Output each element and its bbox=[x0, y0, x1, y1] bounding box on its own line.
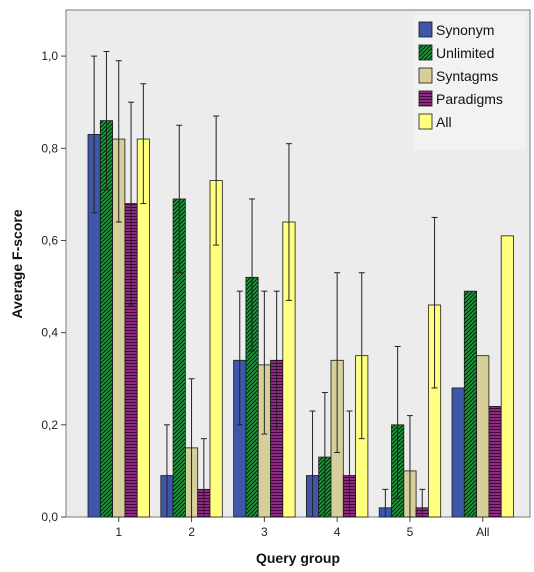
x-tick-label: 4 bbox=[334, 525, 341, 539]
bar-all-all bbox=[500, 235, 514, 518]
bar-paradigms-all bbox=[488, 405, 502, 518]
legend-label-all: All bbox=[436, 114, 452, 130]
bar-series-group bbox=[87, 120, 514, 518]
error-bars-group bbox=[91, 50, 438, 518]
legend-label-synonym: Synonym bbox=[436, 22, 494, 38]
x-tick-label: 1 bbox=[115, 525, 122, 539]
x-axis-title: Query group bbox=[256, 550, 340, 566]
y-tick-label: 0,6 bbox=[41, 233, 58, 247]
legend-swatch-all bbox=[418, 113, 433, 130]
x-tick-label: 3 bbox=[261, 525, 268, 539]
y-tick-label: 0,0 bbox=[41, 510, 58, 524]
y-axis: 0,0 0,2 0,4 0,6 0,8 1,0 bbox=[41, 49, 66, 524]
y-tick-label: 1,0 bbox=[41, 49, 58, 63]
legend-label-paradigms: Paradigms bbox=[436, 91, 503, 107]
y-tick-label: 0,4 bbox=[41, 326, 58, 340]
bar-synonym-all bbox=[451, 387, 465, 518]
legend-box bbox=[414, 15, 525, 150]
legend-swatch-paradigms bbox=[418, 90, 433, 107]
legend-label-syntagms: Syntagms bbox=[436, 68, 498, 84]
legend: Synonym Unlimited Syntagms Paradigms All bbox=[414, 15, 525, 150]
bar-syntagms-all bbox=[476, 355, 490, 518]
bar-unlimited-all bbox=[463, 290, 477, 518]
legend-swatch-syntagms bbox=[418, 67, 433, 84]
x-tick-label: 5 bbox=[407, 525, 414, 539]
x-tick-label: All bbox=[476, 525, 489, 539]
y-tick-label: 0,8 bbox=[41, 141, 58, 155]
y-tick-label: 0,2 bbox=[41, 418, 58, 432]
x-axis: 1 2 3 4 5 All bbox=[115, 517, 489, 539]
legend-swatch-unlimited bbox=[418, 44, 433, 61]
legend-swatch-synonym bbox=[418, 21, 433, 38]
y-axis-title: Average F-score bbox=[9, 209, 25, 318]
legend-label-unlimited: Unlimited bbox=[436, 45, 494, 61]
x-tick-label: 2 bbox=[188, 525, 195, 539]
